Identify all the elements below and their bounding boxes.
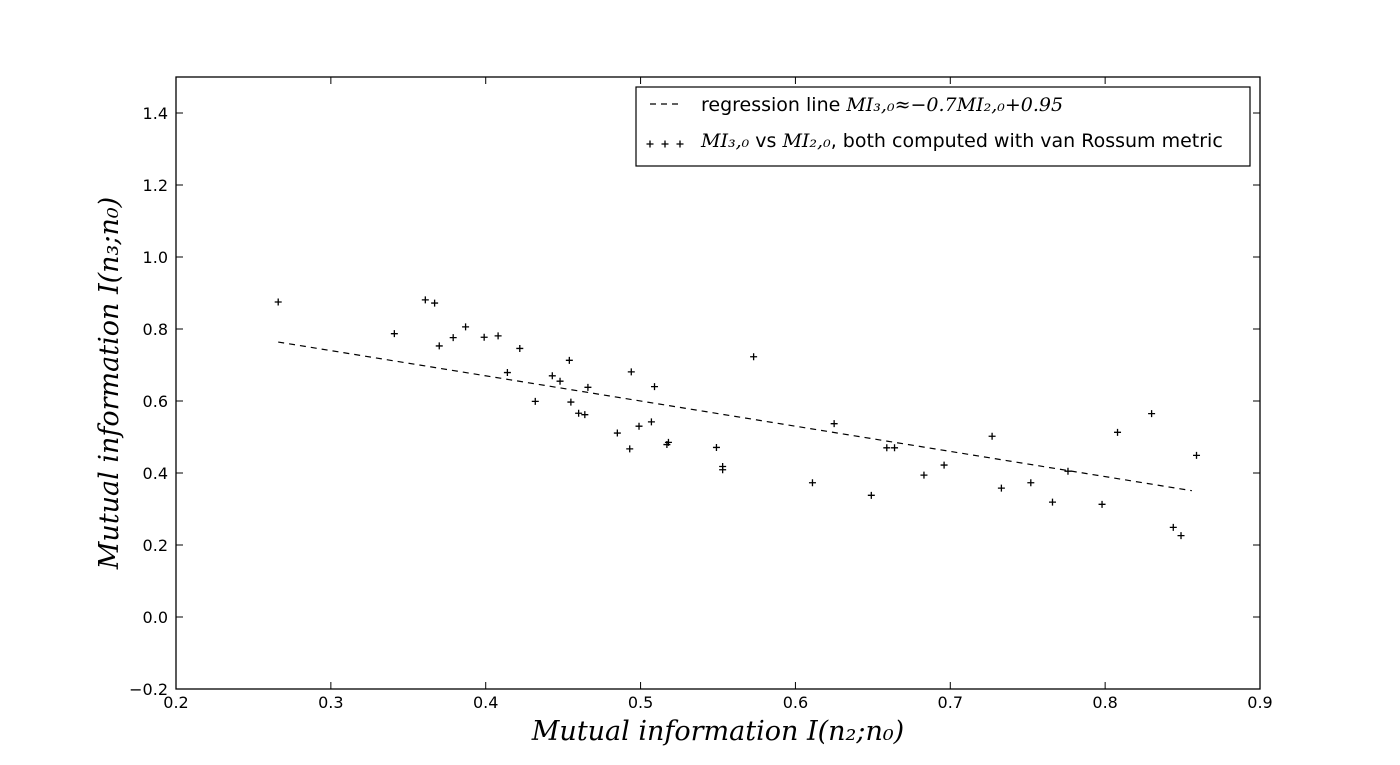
regression-line-group	[278, 341, 1192, 492]
legend-regression-prefix: regression line	[701, 94, 846, 116]
data-point	[920, 471, 928, 479]
data-point	[462, 323, 470, 331]
data-point	[627, 368, 635, 376]
data-point	[997, 484, 1005, 492]
data-points	[274, 296, 1201, 540]
data-point	[867, 491, 875, 499]
data-point	[390, 330, 398, 338]
data-point	[1048, 498, 1056, 506]
x-tick-label: 0.4	[473, 693, 498, 712]
data-point	[565, 356, 573, 364]
data-point	[647, 418, 655, 426]
data-point	[719, 463, 727, 471]
legend-marker	[661, 140, 669, 148]
data-point	[1064, 467, 1072, 475]
data-point	[1114, 428, 1122, 436]
data-point	[480, 333, 488, 341]
legend-regression-equation: MI₃,₀≈−0.7MI₂,₀+0.95	[845, 94, 1063, 116]
y-axis: −0.2 0.0 0.2 0.4 0.6 0.8 1.0 1.2 1.4	[129, 104, 1260, 699]
x-tick-label: 0.8	[1092, 693, 1117, 712]
legend-box	[635, 86, 1251, 167]
y-axis-label: Mutual information I(n₃;n₀)	[94, 197, 125, 570]
data-point	[712, 443, 720, 451]
x-tick-label: 0.2	[163, 693, 188, 712]
data-point	[516, 344, 524, 352]
data-point	[449, 334, 457, 342]
data-point	[651, 383, 659, 391]
data-point	[556, 377, 564, 385]
legend-marker	[646, 140, 654, 148]
data-point	[613, 429, 621, 437]
data-point	[1098, 500, 1106, 508]
y-tick-label: 1.4	[143, 104, 168, 123]
data-point	[664, 438, 672, 446]
data-point	[1193, 451, 1201, 459]
x-tick-label: 0.5	[628, 693, 653, 712]
data-point	[584, 383, 592, 391]
data-point	[503, 369, 511, 377]
data-point	[531, 397, 539, 405]
data-point	[1177, 532, 1185, 540]
data-point	[940, 461, 948, 469]
y-tick-label: 0.0	[143, 608, 168, 627]
x-tick-label: 0.9	[1247, 693, 1272, 712]
y-tick-label: −0.2	[129, 680, 168, 699]
x-axis-label: Mutual information I(n₂;n₀)	[531, 716, 904, 747]
x-tick-label: 0.3	[318, 693, 343, 712]
x-axis: 0.2 0.3 0.4 0.5 0.6 0.7 0.8 0.9	[163, 77, 1273, 712]
legend-marker-swatch	[646, 140, 684, 148]
x-tick-label: 0.7	[938, 693, 963, 712]
plot-area	[175, 76, 1261, 690]
data-point	[830, 420, 838, 428]
data-point	[274, 298, 282, 306]
legend-scatter-math-b: MI₂,₀	[781, 130, 831, 152]
data-point	[1027, 479, 1035, 487]
regression-line	[278, 341, 1192, 492]
data-point	[1169, 523, 1177, 531]
y-tick-label: 0.4	[143, 464, 168, 483]
y-tick-label: 0.8	[143, 320, 168, 339]
data-point	[548, 372, 556, 380]
data-point	[567, 398, 575, 406]
legend: regression line MI₃,₀≈−0.7MI₂,₀+0.95 MI₃…	[635, 86, 1251, 167]
y-tick-label: 0.2	[143, 536, 168, 555]
y-tick-label: 1.2	[143, 176, 168, 195]
legend-entry-regression: regression line MI₃,₀≈−0.7MI₂,₀+0.95	[701, 94, 1063, 116]
legend-marker	[676, 140, 684, 148]
data-point	[883, 444, 891, 452]
x-tick-label: 0.6	[783, 693, 808, 712]
y-tick-label: 0.6	[143, 392, 168, 411]
legend-scatter-mid: vs	[749, 130, 782, 152]
data-point	[988, 432, 996, 440]
legend-entry-scatter: MI₃,₀ vs MI₂,₀, both computed with van R…	[700, 130, 1223, 152]
y-tick-label: 1.0	[143, 248, 168, 267]
data-point	[494, 332, 502, 340]
data-point	[435, 342, 443, 350]
data-point	[808, 479, 816, 487]
data-point	[1148, 410, 1156, 418]
data-point	[891, 444, 899, 452]
legend-scatter-suffix: , both computed with van Rossum metric	[831, 130, 1223, 152]
legend-scatter-math-a: MI₃,₀	[700, 130, 750, 152]
data-point	[431, 299, 439, 307]
data-point	[421, 296, 429, 304]
data-point	[635, 422, 643, 430]
data-point	[581, 411, 589, 419]
data-point	[575, 409, 583, 417]
data-point	[750, 353, 758, 361]
data-point	[626, 445, 634, 453]
